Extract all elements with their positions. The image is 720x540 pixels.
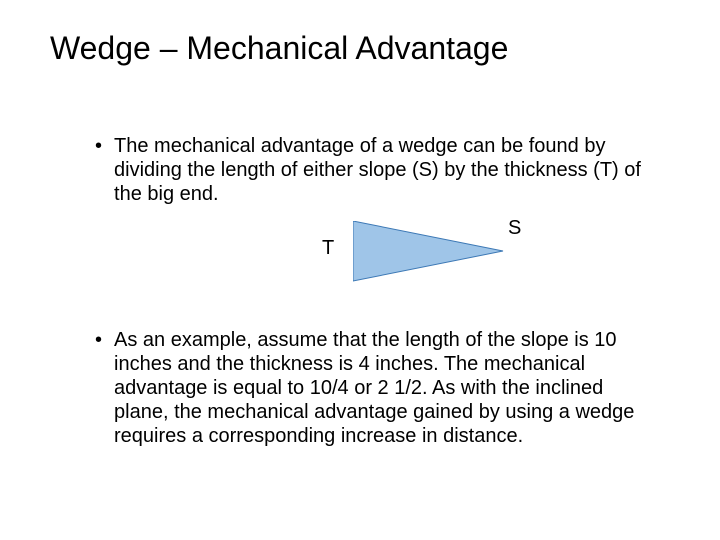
- bullet-dot-icon: •: [95, 328, 102, 352]
- bullet-item-1: • The mechanical advantage of a wedge ca…: [95, 134, 655, 206]
- label-slope: S: [508, 217, 521, 240]
- page-title: Wedge – Mechanical Advantage: [0, 0, 720, 67]
- bullet-item-2: • As an example, assume that the length …: [95, 328, 655, 448]
- bullet-dot-icon: •: [95, 134, 102, 158]
- wedge-shape: [353, 221, 503, 281]
- bullet-text-1: The mechanical advantage of a wedge can …: [114, 134, 655, 206]
- slide: Wedge – Mechanical Advantage • The mecha…: [0, 0, 720, 540]
- label-thickness: T: [322, 237, 334, 260]
- wedge-diagram: T S: [300, 217, 560, 297]
- bullet-text-2: As an example, assume that the length of…: [114, 328, 655, 448]
- wedge-triangle-icon: [353, 221, 505, 283]
